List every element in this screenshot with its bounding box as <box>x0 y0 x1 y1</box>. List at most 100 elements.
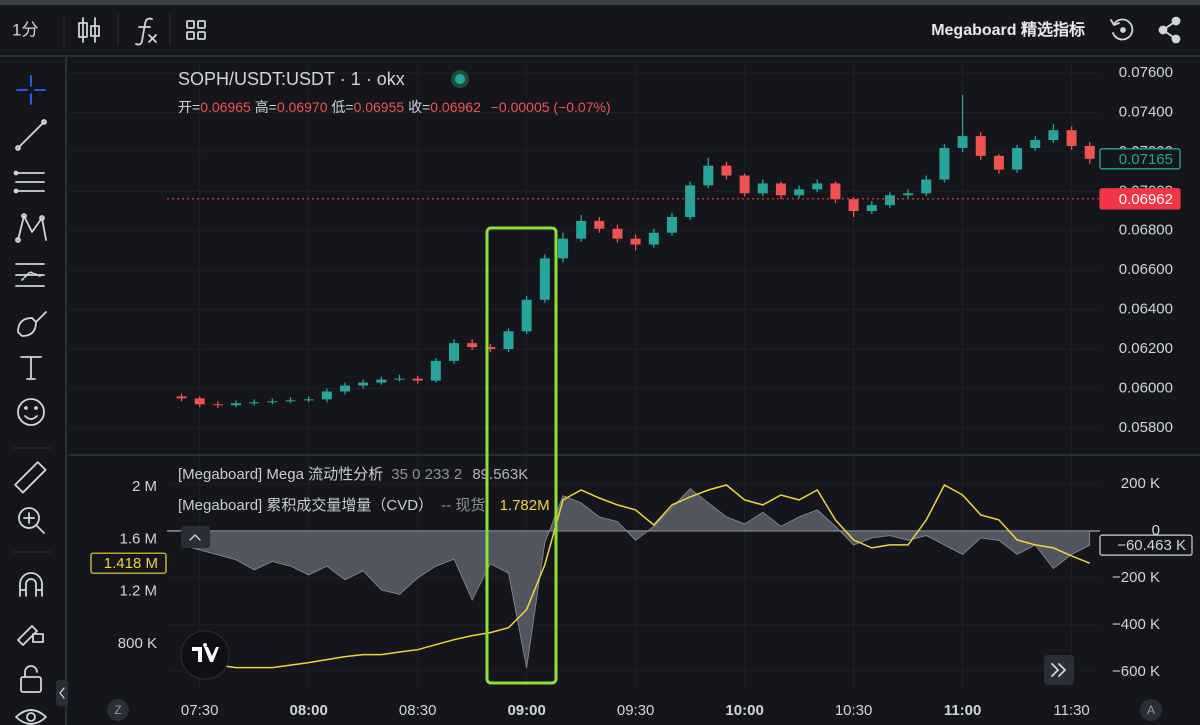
top-edge <box>0 0 1200 5</box>
legend-name: [Megaboard] 累积成交量增量（CVD） <box>178 496 433 514</box>
y2-tick-label: −200 K <box>1112 569 1160 586</box>
candle-body <box>757 183 768 194</box>
pattern-tool[interactable] <box>15 213 47 243</box>
brush-tool[interactable] <box>17 311 47 337</box>
x-tick-label: 07:30 <box>181 702 219 719</box>
visibility-tool[interactable] <box>15 709 47 725</box>
ohlc-label: 开= <box>178 99 200 115</box>
y-tick-label: 0.06800 <box>1119 222 1173 239</box>
candle-body <box>739 175 750 194</box>
fib-tool[interactable] <box>13 170 45 194</box>
ruler-tool[interactable] <box>14 461 47 494</box>
legend-params: 35 0 233 2 <box>391 466 462 483</box>
candle-body <box>285 400 296 402</box>
magnet-tool[interactable] <box>19 572 43 597</box>
candle-body <box>485 347 496 350</box>
interval-button[interactable]: 1分 <box>12 20 38 39</box>
last-value-label: 1.418 M <box>104 555 158 572</box>
y-tick-label: 0.06200 <box>1119 340 1173 357</box>
candle-body <box>975 136 986 156</box>
candle-body <box>794 189 805 196</box>
scroll-icon <box>1051 663 1066 677</box>
share-button[interactable] <box>1158 16 1181 44</box>
lock-drawing-tool[interactable] <box>17 625 44 646</box>
y2-tick-label: 0 <box>1152 522 1160 539</box>
axis-button-label: A <box>1147 703 1155 717</box>
x-tick-label: 10:00 <box>725 702 763 719</box>
candle-body <box>812 183 823 190</box>
candle-body <box>866 205 877 212</box>
candle-body <box>539 258 550 300</box>
y2-tick-label: −400 K <box>1112 616 1160 633</box>
trendline-tool[interactable] <box>15 119 47 151</box>
candle-body <box>358 382 369 386</box>
candle-body <box>666 216 677 233</box>
x-tick-label: 08:00 <box>289 702 327 719</box>
zoom-tool[interactable] <box>18 507 45 534</box>
candle-body <box>212 404 223 406</box>
ohlc-value: 0.06970 <box>277 99 328 115</box>
grid-layer <box>68 60 1100 690</box>
candle-body <box>630 238 641 245</box>
legend-value: 1.782M <box>500 497 550 514</box>
candle-body <box>703 165 714 186</box>
ohlc-change: −0.00005 (−0.07%) <box>491 99 611 115</box>
axes-layer: 0.05800 0.06000 0.06200 0.06400 0.06600 0.068… <box>90 64 1193 719</box>
crosshair-tool[interactable] <box>16 75 46 105</box>
indicator-button[interactable]: Megaboard 精选指标 <box>931 20 1085 39</box>
collapse-icon <box>189 534 201 541</box>
x-tick-label: 09:30 <box>617 702 655 719</box>
axis-button-label: Z <box>114 703 121 717</box>
candle-body <box>394 378 405 380</box>
highlight-box <box>485 226 558 685</box>
ohlc-legend: 开=0.06965 高=0.06970 低=0.06955 收=0.06962 … <box>178 99 611 115</box>
candle-body <box>430 360 441 381</box>
history-button[interactable] <box>1110 18 1134 41</box>
emoji-tool[interactable] <box>17 398 45 426</box>
axis-button[interactable] <box>1140 699 1162 721</box>
price-tag-label: 0.06962 <box>1119 191 1173 208</box>
x-tick-label: 10:30 <box>835 702 873 719</box>
price-tag <box>1099 188 1181 210</box>
ohlc-value: 0.06955 <box>354 99 405 115</box>
x-tick-label: 09:00 <box>507 702 545 719</box>
candle-body <box>775 183 786 196</box>
candle-body <box>321 391 332 400</box>
collapse-button[interactable] <box>56 680 68 706</box>
candle-body <box>939 147 950 180</box>
tv-logo[interactable] <box>180 630 230 680</box>
x-tick-label: 11:30 <box>1053 702 1089 719</box>
candle-body <box>921 179 932 194</box>
candle-body <box>648 232 659 245</box>
ohlc-label: 低= <box>331 99 353 115</box>
candle-body <box>721 165 732 176</box>
candle-body <box>848 199 859 212</box>
y2-tick-label: 200 K <box>1121 475 1160 492</box>
prediction-tool[interactable] <box>15 263 45 287</box>
axis-button[interactable] <box>107 699 129 721</box>
candle-body <box>884 195 895 206</box>
candle-body <box>594 220 605 229</box>
indicators-button[interactable] <box>135 17 157 46</box>
x-tick-label: 08:30 <box>399 702 437 719</box>
collapse-legend-button[interactable] <box>181 526 210 548</box>
lock-tool[interactable] <box>20 665 42 693</box>
price-tag <box>1099 148 1181 170</box>
candle-body <box>576 220 587 239</box>
scroll-right-button[interactable] <box>1044 655 1074 685</box>
candle-type-button[interactable] <box>78 17 100 43</box>
legend-value: 89.563K <box>472 466 528 483</box>
candle-body <box>1012 147 1023 170</box>
text-tool[interactable] <box>20 356 42 380</box>
candle-body <box>685 185 696 217</box>
candle-body <box>412 378 423 381</box>
legend-params: -- 现货 <box>441 497 485 514</box>
y-tick-label: 0.05800 <box>1119 419 1173 436</box>
y-tick-label: 2 M <box>132 478 157 495</box>
layout-button[interactable] <box>186 20 206 40</box>
marks-layer <box>167 94 1100 669</box>
candle-body <box>557 238 568 259</box>
candle-body <box>267 401 278 403</box>
candle-body <box>340 385 351 392</box>
